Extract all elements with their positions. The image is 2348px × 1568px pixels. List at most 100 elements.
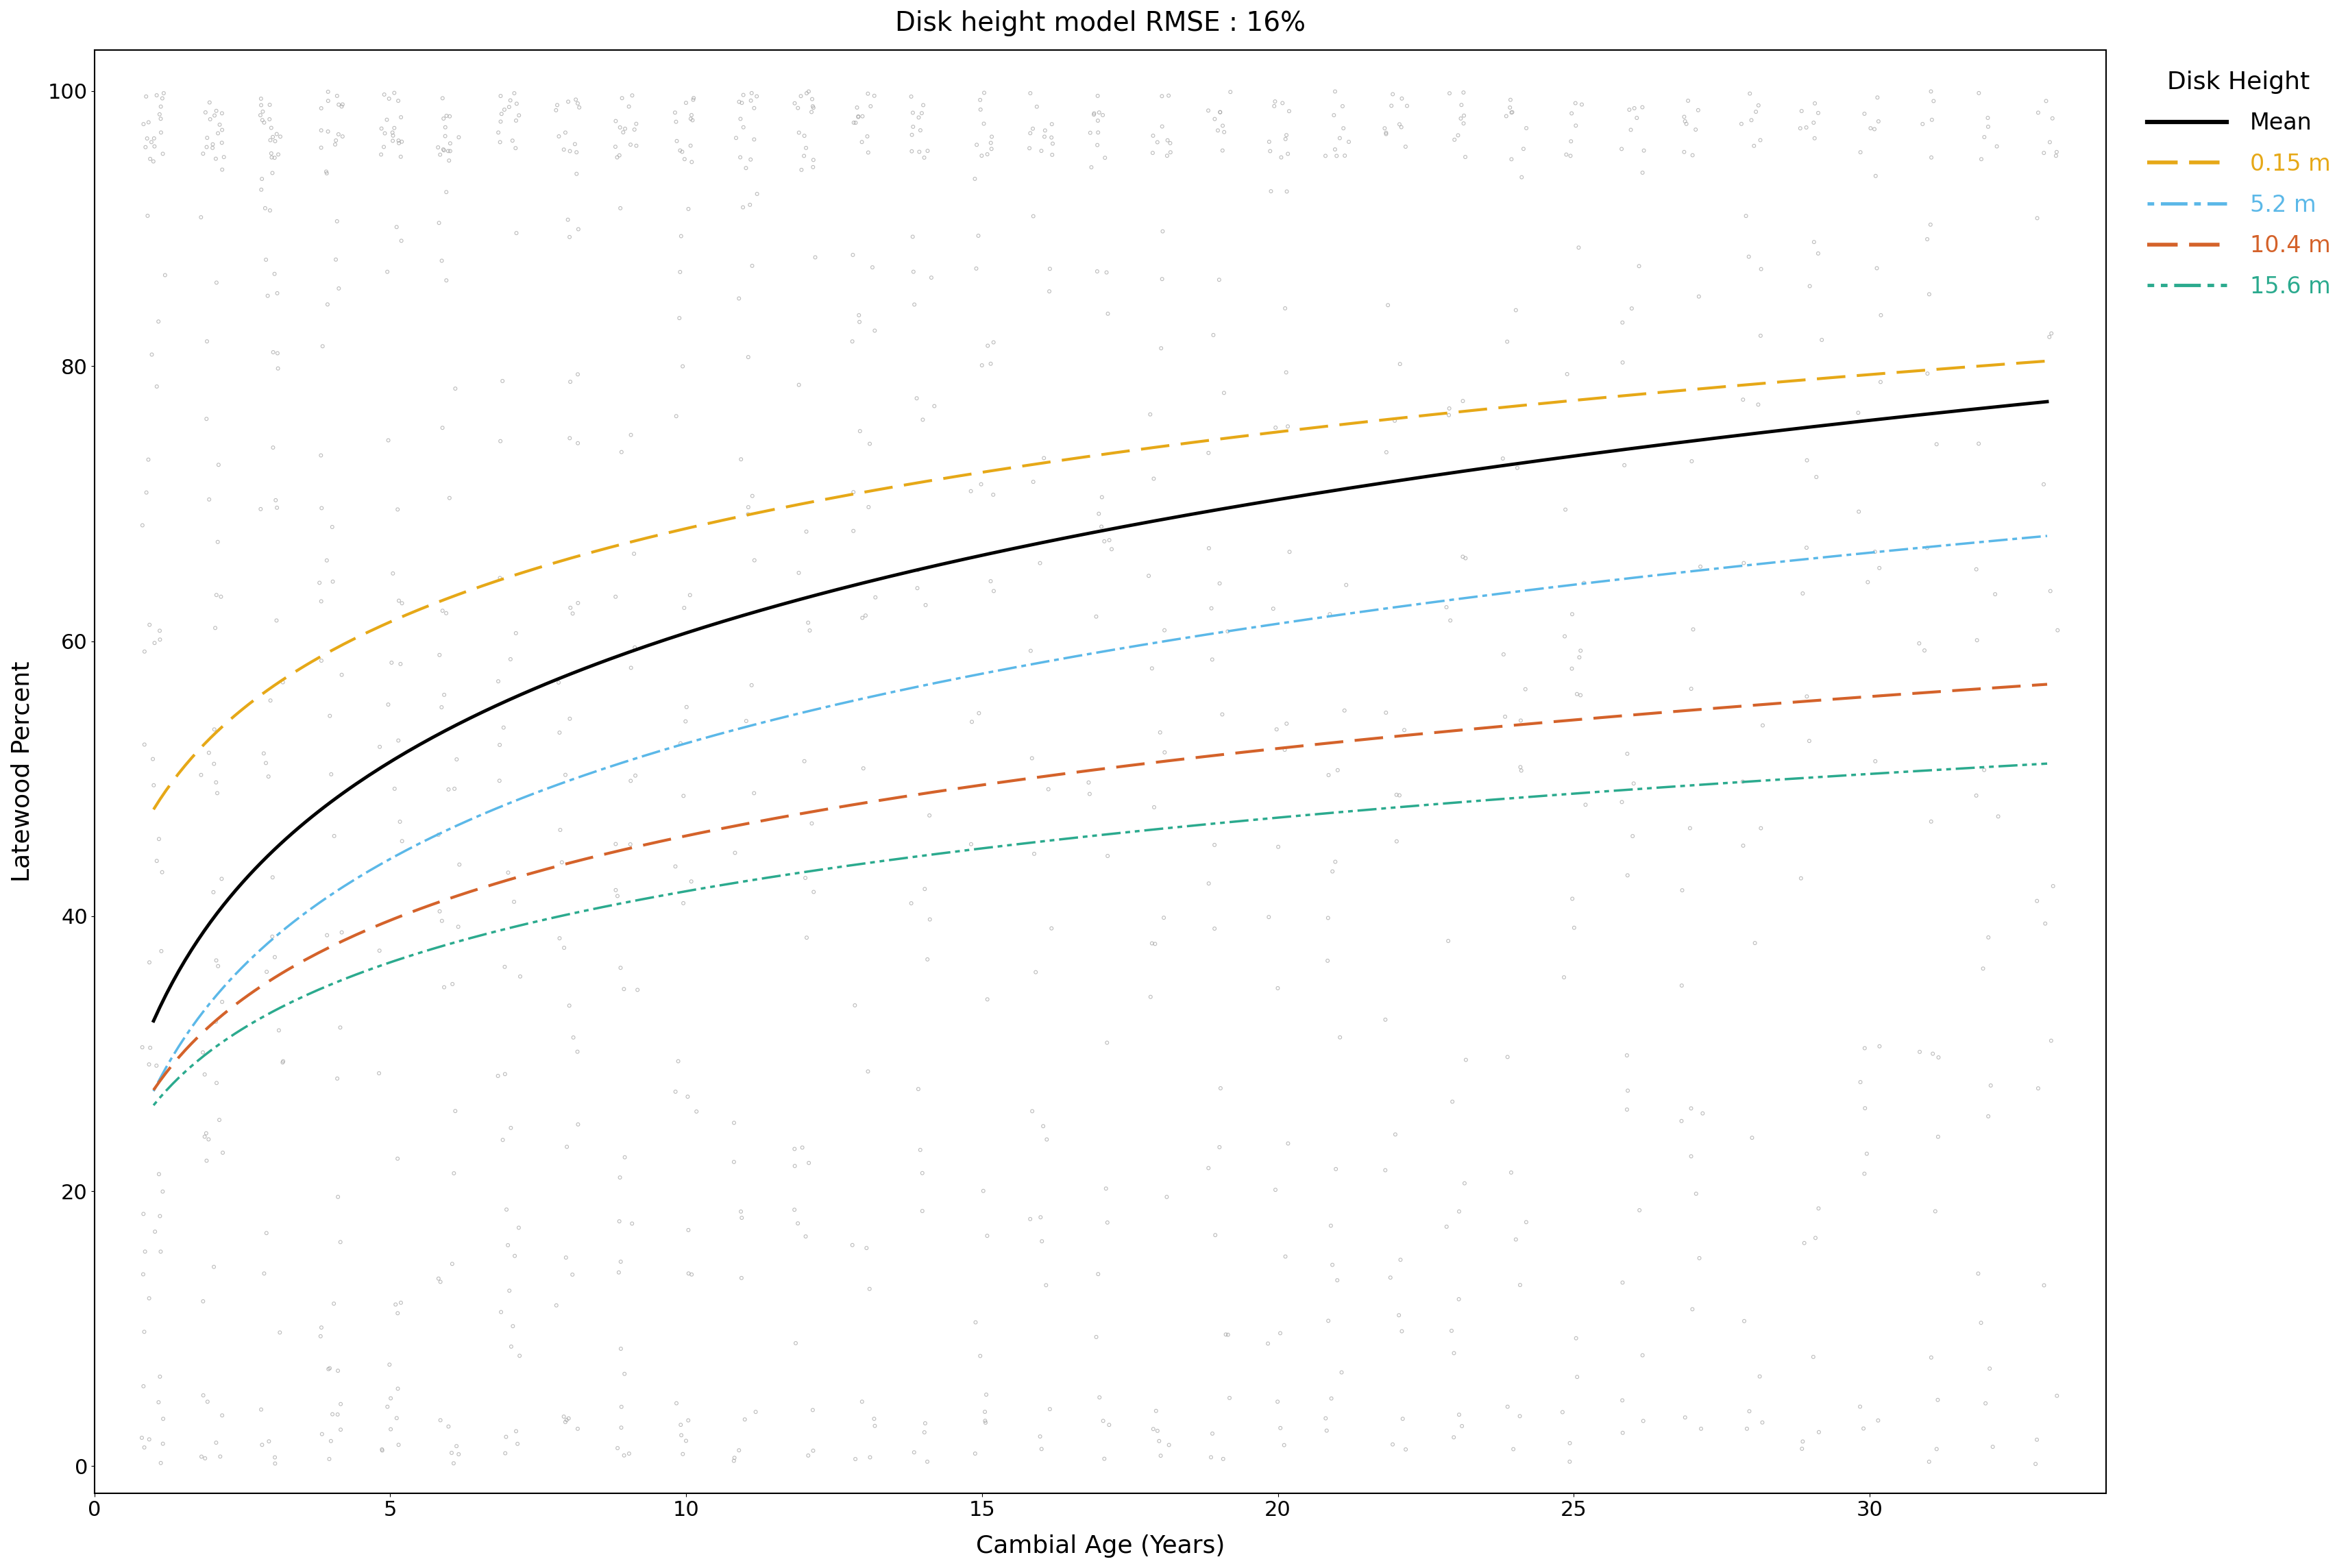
Point (124, 111, 162, 136)
Point (437, 1433, 474, 1458)
Point (190, 740, 228, 765)
Point (1608, 1043, 1646, 1068)
Point (486, 1062, 524, 1087)
Point (613, 655, 650, 681)
Point (1958, 557, 1996, 582)
Point (383, 651, 420, 676)
Point (195, 717, 232, 742)
Point (547, 1408, 585, 1433)
Point (488, 1196, 526, 1221)
Point (251, 127, 289, 152)
Point (1543, 1400, 1580, 1425)
Point (146, 80, 183, 105)
Point (620, 977, 657, 1002)
Point (1667, 111, 1705, 136)
Point (484, 102, 521, 127)
Point (322, 1229, 359, 1254)
Point (1322, 1025, 1359, 1051)
Point (1620, 254, 1658, 279)
Point (1367, 121, 1404, 146)
Point (319, 1402, 357, 1427)
Point (561, 96, 599, 121)
Point (185, 1446, 223, 1471)
Point (972, 130, 1010, 155)
Point (2026, 911, 2064, 936)
Point (1381, 1247, 1418, 1272)
Point (1916, 1200, 1954, 1225)
Point (2038, 618, 2076, 643)
Point (542, 817, 580, 842)
Point (369, 259, 406, 284)
Point (1205, 381, 1242, 406)
Point (1730, 82, 1768, 107)
Point (843, 605, 880, 630)
Point (1841, 499, 1878, 524)
Point (1322, 125, 1359, 151)
Point (303, 118, 340, 143)
Point (197, 1010, 235, 1035)
Point (1796, 229, 1834, 254)
Point (909, 947, 946, 972)
Point (1787, 535, 1824, 560)
Point (1033, 916, 1071, 941)
Point (1911, 282, 1949, 307)
Point (310, 88, 348, 113)
Point (1251, 179, 1289, 204)
Point (434, 1450, 472, 1475)
Point (606, 977, 643, 1002)
Point (911, 906, 949, 931)
Point (855, 254, 892, 279)
Point (1317, 78, 1355, 103)
Point (1444, 111, 1482, 136)
Point (247, 196, 284, 221)
Point (479, 121, 517, 146)
Point (378, 497, 416, 522)
Point (1970, 1104, 2008, 1129)
Point (183, 1444, 221, 1469)
Point (258, 356, 296, 381)
Point (261, 1320, 298, 1345)
Point (836, 1447, 873, 1472)
Point (202, 585, 239, 610)
Point (1268, 414, 1305, 439)
Point (204, 1140, 242, 1165)
Point (1958, 782, 1996, 808)
Point (256, 146, 294, 171)
Point (1846, 1416, 1883, 1441)
Point (1249, 905, 1287, 930)
Point (667, 146, 704, 171)
Point (430, 776, 467, 801)
Point (1148, 127, 1186, 152)
Point (1033, 111, 1071, 136)
Point (127, 1239, 164, 1264)
Point (484, 368, 521, 394)
Point (188, 1389, 225, 1414)
Point (493, 1334, 531, 1359)
Point (1071, 770, 1108, 795)
Point (1792, 729, 1829, 754)
Point (789, 610, 826, 635)
Point (197, 270, 235, 295)
Point (486, 1441, 524, 1466)
Point (258, 340, 296, 365)
Point (136, 1218, 174, 1243)
Point (733, 80, 770, 105)
Point (315, 569, 352, 594)
Point (1444, 80, 1482, 105)
Point (596, 135, 634, 160)
Y-axis label: Latewood Percent: Latewood Percent (9, 662, 33, 883)
Point (1789, 684, 1827, 709)
Point (1789, 448, 1827, 474)
Point (319, 1066, 357, 1091)
Point (1435, 1090, 1472, 1115)
Point (967, 1223, 1005, 1248)
Point (423, 248, 460, 273)
Point (1376, 408, 1413, 433)
Point (251, 93, 289, 118)
Point (481, 83, 519, 108)
Point (1782, 1436, 1820, 1461)
Point (200, 1107, 237, 1132)
Point (183, 141, 221, 166)
Point (434, 1251, 472, 1276)
Point (1085, 528, 1122, 554)
